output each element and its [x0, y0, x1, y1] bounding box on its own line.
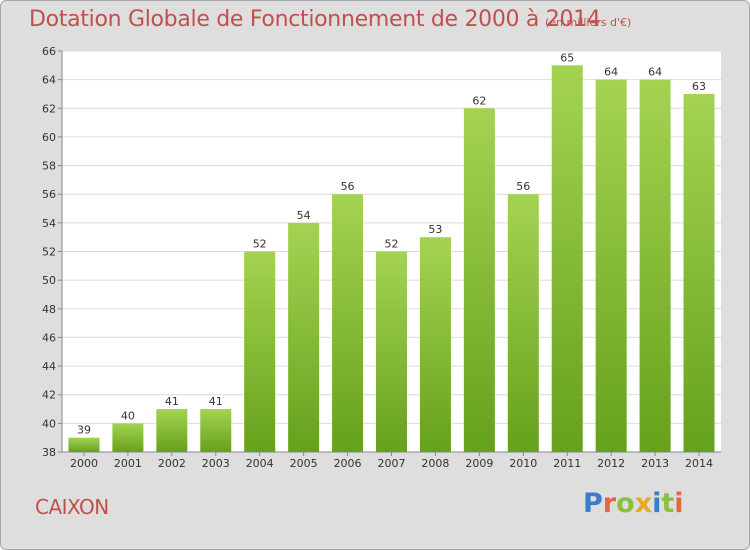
- chart-subtitle: (en milliers d'€): [545, 16, 632, 29]
- bar: [68, 437, 100, 452]
- bar: [595, 79, 627, 453]
- data-label: 40: [121, 409, 135, 422]
- logo-letter: o: [616, 488, 635, 519]
- y-tick-label: 38: [42, 446, 56, 459]
- bar: [507, 194, 539, 452]
- x-tick-label: 2006: [334, 457, 362, 470]
- logo-letter: P: [583, 488, 603, 519]
- data-label: 39: [77, 424, 91, 437]
- y-tick-label: 64: [42, 74, 56, 87]
- bar: [332, 194, 364, 452]
- y-tick-label: 54: [42, 217, 56, 230]
- data-label: 64: [648, 66, 662, 79]
- y-tick-label: 66: [42, 45, 56, 58]
- x-tick-label: 2008: [421, 457, 449, 470]
- data-label: 56: [516, 180, 530, 193]
- y-tick-label: 46: [42, 331, 56, 344]
- data-label: 53: [428, 223, 442, 236]
- bar: [288, 222, 320, 452]
- x-tick-label: 2002: [158, 457, 186, 470]
- x-tick-label: 2000: [70, 457, 98, 470]
- x-tick-label: 2007: [378, 457, 406, 470]
- x-tick-label: 2009: [465, 457, 493, 470]
- y-tick-label: 62: [42, 102, 56, 115]
- data-labels: 39 40 41 41 52 54 56 52 53 62 56 65 64 64 63: [77, 51, 706, 436]
- x-tick-label: 2001: [114, 457, 142, 470]
- y-tick-label: 48: [42, 303, 56, 316]
- bar: [463, 108, 495, 453]
- bar: [244, 251, 276, 452]
- bar: [200, 409, 232, 452]
- logo-letter: t: [661, 488, 675, 519]
- x-tick-label: 2013: [641, 457, 669, 470]
- y-tick-label: 40: [42, 417, 56, 430]
- y-tick-label: 42: [42, 389, 56, 402]
- y-tick-label: 44: [42, 360, 56, 373]
- commune-name: CAIXON: [35, 495, 109, 519]
- bar: [419, 237, 451, 452]
- logo-letter: i: [652, 488, 662, 519]
- data-label: 56: [341, 180, 355, 193]
- data-label: 54: [297, 209, 311, 222]
- proxiti-logo[interactable]: Proxiti: [583, 488, 684, 519]
- data-label: 41: [165, 395, 179, 408]
- x-tick-label: 2003: [202, 457, 230, 470]
- x-tick-label: 2014: [685, 457, 713, 470]
- logo-letter: i: [674, 488, 684, 519]
- bar: [683, 93, 715, 452]
- y-tick-label: 58: [42, 160, 56, 173]
- data-label: 41: [209, 395, 223, 408]
- bar: [639, 79, 671, 453]
- chart-title: Dotation Globale de Fonctionnement de 20…: [29, 7, 601, 32]
- data-label: 64: [604, 66, 618, 79]
- x-tick-label: 2005: [290, 457, 318, 470]
- bar: [551, 65, 583, 453]
- y-tick-label: 50: [42, 274, 56, 287]
- x-tick-label: 2012: [597, 457, 625, 470]
- data-label: 62: [472, 94, 486, 107]
- logo-letter: x: [634, 488, 653, 519]
- bars: [68, 65, 715, 453]
- logo-letter: r: [602, 488, 617, 519]
- data-label: 63: [692, 80, 706, 93]
- x-tick-label: 2010: [509, 457, 537, 470]
- bar: [376, 251, 407, 452]
- data-label: 52: [385, 238, 399, 251]
- bar: [112, 423, 144, 452]
- y-tick-label: 52: [42, 246, 56, 259]
- y-tick-label: 56: [42, 188, 56, 201]
- x-tick-label: 2011: [553, 457, 581, 470]
- data-label: 65: [560, 51, 574, 64]
- data-label: 52: [253, 238, 267, 251]
- y-tick-label: 60: [42, 131, 56, 144]
- x-tick-label: 2004: [246, 457, 274, 470]
- bar: [156, 409, 188, 452]
